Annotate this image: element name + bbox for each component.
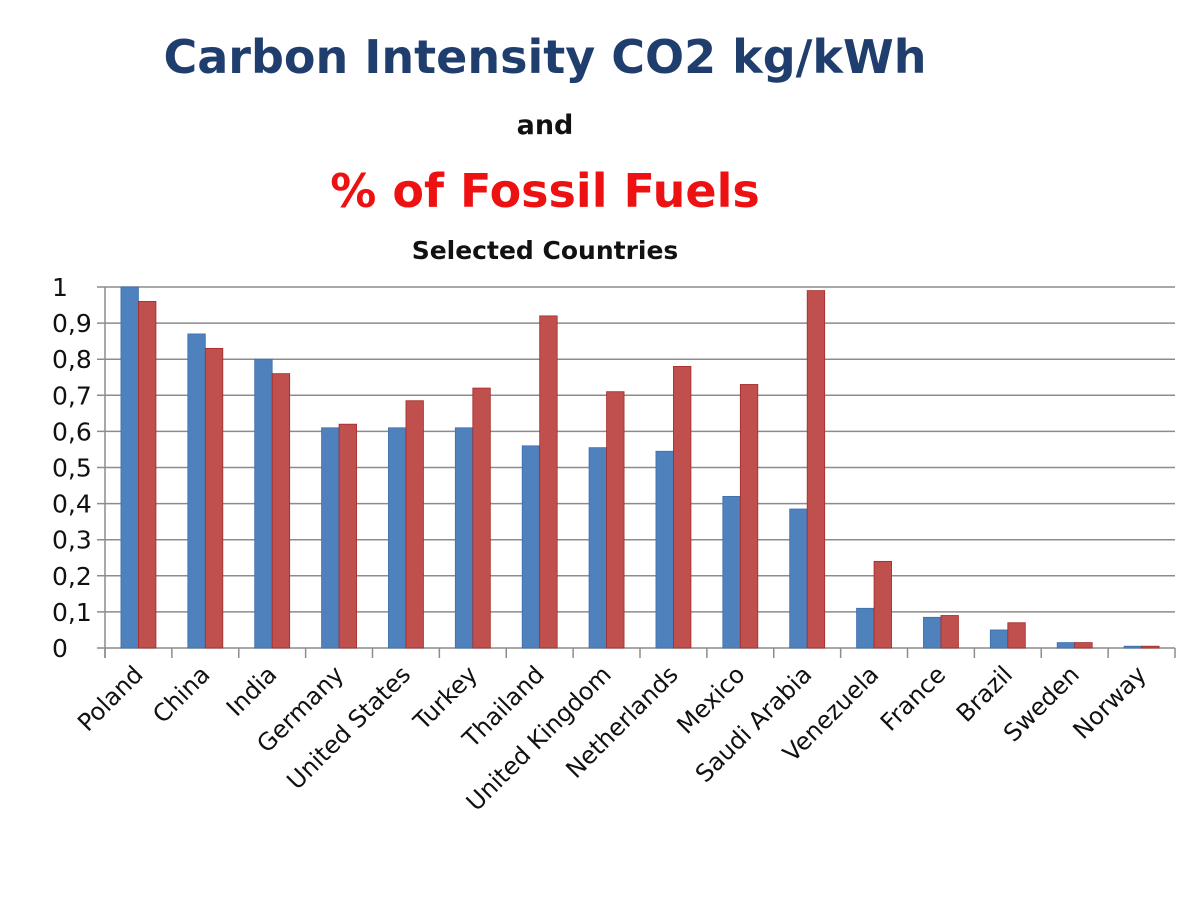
bar-carbon-intensity (789, 508, 808, 649)
x-tick-label: China (147, 660, 215, 728)
bar-fossil-fuels (138, 301, 157, 649)
bar-carbon-intensity (388, 427, 407, 649)
y-tick-label: 0,4 (52, 490, 92, 519)
x-tick-label: India (221, 660, 282, 721)
bar-fossil-fuels (940, 615, 959, 649)
y-tick-label: 0,7 (52, 381, 92, 410)
bar-carbon-intensity (321, 427, 340, 649)
y-tick-label: 1 (52, 273, 68, 302)
y-tick-label: 0 (52, 634, 68, 663)
bar-carbon-intensity (923, 616, 942, 649)
y-tick-label: 0,1 (52, 598, 92, 627)
bar-carbon-intensity (254, 358, 273, 649)
y-tick-label: 0,3 (52, 526, 92, 555)
bar-carbon-intensity (588, 447, 607, 649)
chart-title: Carbon Intensity CO2 kg/kWh (163, 30, 927, 84)
bar-fossil-fuels (1074, 642, 1093, 649)
chart-caption: Selected Countries (411, 236, 679, 265)
bar-fossil-fuels (405, 400, 424, 649)
bar-fossil-fuels (673, 366, 692, 649)
bar-fossil-fuels (1141, 645, 1160, 649)
bar-fossil-fuels (739, 384, 759, 649)
y-tick-label: 0,5 (52, 454, 92, 483)
bar-fossil-fuels (204, 347, 224, 649)
bar-fossil-fuels (539, 315, 558, 649)
x-tick-label: France (875, 660, 951, 736)
bar-carbon-intensity (521, 445, 541, 649)
bar-fossil-fuels (606, 391, 625, 649)
x-tick-label: Saudi Arabia (690, 660, 817, 787)
bar-carbon-intensity (120, 286, 139, 649)
bar-carbon-intensity (989, 629, 1009, 649)
y-tick-label: 0,8 (52, 345, 92, 374)
y-tick-label: 0,9 (52, 309, 92, 338)
y-tick-label: 0,6 (52, 417, 92, 446)
bar-carbon-intensity (187, 333, 206, 649)
bar-fossil-fuels (806, 290, 826, 649)
x-tick-label: Poland (72, 660, 148, 736)
bar-fossil-fuels (271, 373, 291, 649)
bar-carbon-intensity (454, 427, 474, 649)
y-tick-label: 0,2 (52, 562, 92, 591)
bar-carbon-intensity (722, 495, 741, 649)
bar-carbon-intensity (1123, 645, 1142, 649)
bar-carbon-intensity (1056, 642, 1076, 649)
bar-carbon-intensity (655, 450, 674, 649)
x-tick-label: Norway (1068, 660, 1152, 744)
bar-fossil-fuels (472, 387, 491, 649)
chart-subtitle: % of Fossil Fuels (330, 164, 760, 218)
bar-fossil-fuels (873, 560, 892, 649)
bar-carbon-intensity (856, 607, 875, 649)
bar-fossil-fuels (1007, 622, 1026, 649)
bar-fossil-fuels (338, 423, 357, 649)
title-connector: and (516, 110, 574, 141)
